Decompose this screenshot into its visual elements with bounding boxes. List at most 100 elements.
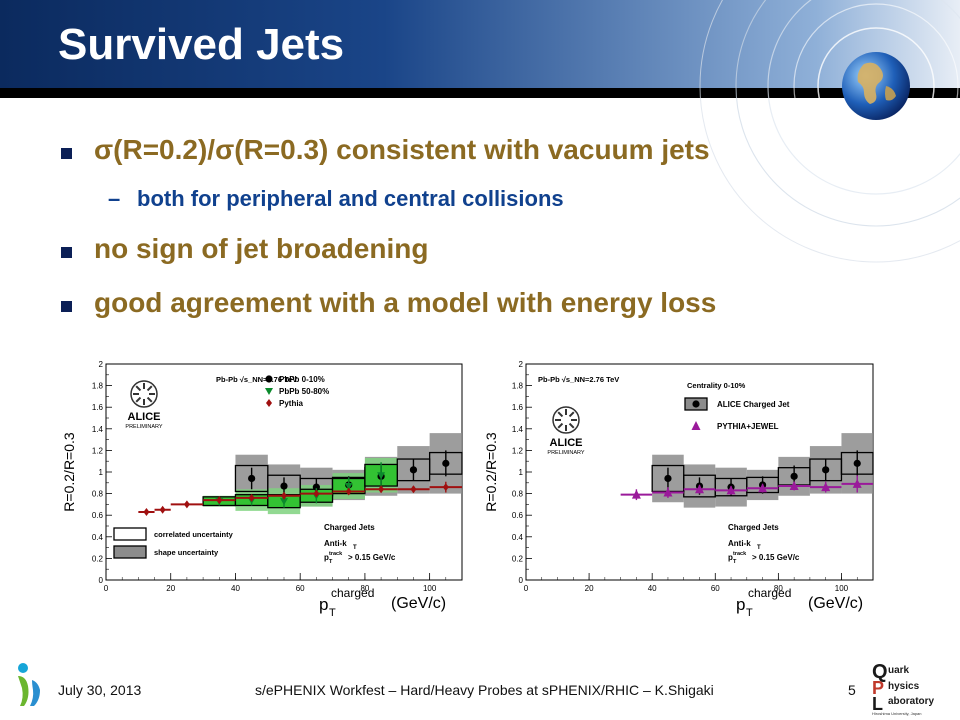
legend-shape-box xyxy=(113,545,147,559)
data-point xyxy=(377,472,386,480)
data-point xyxy=(378,485,385,494)
ratio-plot-right: 00.20.40.60.811.21.41.61.820 20 40 60 80 100R… xyxy=(478,352,898,624)
note-pt: p xyxy=(324,553,329,562)
y-tick-label: 1.8 xyxy=(92,382,104,391)
data-point xyxy=(281,491,287,500)
data-point xyxy=(280,498,288,506)
data-point xyxy=(789,481,799,491)
x-axis-label-main: p xyxy=(319,595,328,614)
x-tick-label: 0 xyxy=(524,584,529,593)
x-axis-label-sub: T xyxy=(329,607,336,619)
bullet-square-icon xyxy=(61,247,72,258)
data-point xyxy=(631,489,641,499)
legend-marker xyxy=(691,421,701,430)
data-point xyxy=(442,459,450,467)
x-axis-label-main: p xyxy=(736,595,745,614)
data-point xyxy=(313,489,320,498)
y-tick-label: 0.2 xyxy=(512,554,524,563)
data-point xyxy=(143,507,150,516)
legend-label: Pythia xyxy=(279,399,304,408)
bullet-square-icon xyxy=(61,301,72,312)
note-anti-kt-sub: T xyxy=(757,545,761,551)
note-charged-jets: Charged Jets xyxy=(324,523,375,532)
alice-logo-spoke xyxy=(557,411,564,418)
y-tick-label: 0.8 xyxy=(512,490,524,499)
note-pt-sub: T xyxy=(733,559,737,565)
lab-logo-line-3: aboratory xyxy=(888,696,935,707)
svg-text:P: P xyxy=(872,678,884,698)
legend-correlated-label: correlated uncertainty xyxy=(154,530,234,539)
alice-logo-icon xyxy=(552,406,580,434)
y-tick-label: 1.2 xyxy=(512,446,524,455)
y-tick-label: 1.2 xyxy=(92,446,104,455)
data-point xyxy=(345,487,352,496)
legend-marker xyxy=(266,399,272,407)
y-tick-label: 0.4 xyxy=(512,533,524,542)
legend-label: PbPb 50-80% xyxy=(279,387,329,396)
y-tick-label: 1.4 xyxy=(92,425,104,434)
ratio-plot-left: 00.20.40.60.811.21.41.61.820 20 40 60 80 100R… xyxy=(44,352,474,624)
legend-label: ALICE Charged Jet xyxy=(717,400,790,409)
note-charged-jets: Charged Jets xyxy=(728,523,779,532)
x-tick-label: 60 xyxy=(711,584,720,593)
x-tick-label: 80 xyxy=(774,584,783,593)
legend-centrality: Centrality 0-10% xyxy=(687,381,746,390)
y-tick-label: 1 xyxy=(519,468,524,477)
y-tick-label: 0.6 xyxy=(512,511,524,520)
note-pt-sup: track xyxy=(329,551,343,557)
data-point xyxy=(790,472,798,480)
data-point xyxy=(663,487,673,497)
note-anti-kt: Anti-k xyxy=(324,539,347,548)
svg-text:L: L xyxy=(872,694,883,714)
collision-header: Pb-Pb √s_NN=2.76 TeV xyxy=(216,375,297,384)
y-axis-label: R=0.2/R=0.3 xyxy=(61,432,77,512)
alice-logo-spoke xyxy=(568,422,575,429)
alice-preliminary: PRELIMINARY xyxy=(125,424,163,430)
y-tick-label: 2 xyxy=(99,360,104,369)
x-tick-label: 0 xyxy=(104,584,109,593)
sphenix-logo xyxy=(18,663,40,706)
y-tick-label: 1.6 xyxy=(512,403,524,412)
data-point xyxy=(758,483,768,493)
globe-logo xyxy=(842,52,910,120)
data-point xyxy=(853,459,861,467)
data-point xyxy=(409,466,418,474)
y-tick-label: 1.8 xyxy=(512,382,524,391)
x-tick-label: 40 xyxy=(231,584,240,593)
note-pt-sub: T xyxy=(329,559,333,565)
y-tick-label: 1.4 xyxy=(512,425,524,434)
alice-logo-spoke xyxy=(557,422,564,429)
alice-logo-spoke xyxy=(146,396,153,403)
note-pt-cut: > 0.15 GeV/c xyxy=(348,553,396,562)
x-tick-label: 40 xyxy=(648,584,657,593)
bullet-1: σ(R=0.2)/σ(R=0.3) consistent with vacuum… xyxy=(94,134,710,165)
alice-logo-spoke xyxy=(135,396,142,403)
collision-header: Pb-Pb √s_NN=2.76 TeV xyxy=(538,375,619,384)
data-point xyxy=(442,483,449,492)
x-tick-label: 60 xyxy=(296,584,305,593)
footer-center: s/ePHENIX Workfest – Hard/Heavy Probes a… xyxy=(255,682,714,698)
x-axis-label-sub: T xyxy=(746,607,753,619)
y-tick-label: 1.6 xyxy=(92,403,104,412)
data-point xyxy=(183,500,190,509)
data-point xyxy=(410,485,417,494)
footer-date: July 30, 2013 xyxy=(58,682,142,698)
data-point xyxy=(248,493,255,502)
data-point xyxy=(726,485,736,495)
note-anti-kt-sub: T xyxy=(353,545,357,551)
y-tick-label: 0 xyxy=(99,576,104,585)
lab-logo-line-2: hysics xyxy=(888,681,920,692)
data-point xyxy=(664,474,672,483)
data-point xyxy=(344,483,353,491)
data-point xyxy=(159,505,166,514)
x-tick-label: 80 xyxy=(360,584,369,593)
footer-page-number: 5 xyxy=(848,682,856,698)
y-tick-label: 0.8 xyxy=(92,490,104,499)
svg-text:Q: Q xyxy=(872,661,888,683)
x-axis-label-sup: charged xyxy=(331,586,374,600)
sub-bullet-dash-icon: – xyxy=(108,186,121,211)
y-tick-label: 1 xyxy=(99,468,104,477)
quark-physics-lab-logo: Q uark P hysics L aboratory Hiroshima Un… xyxy=(872,661,935,716)
legend-marker xyxy=(692,400,700,408)
alice-preliminary: PRELIMINARY xyxy=(547,450,585,456)
